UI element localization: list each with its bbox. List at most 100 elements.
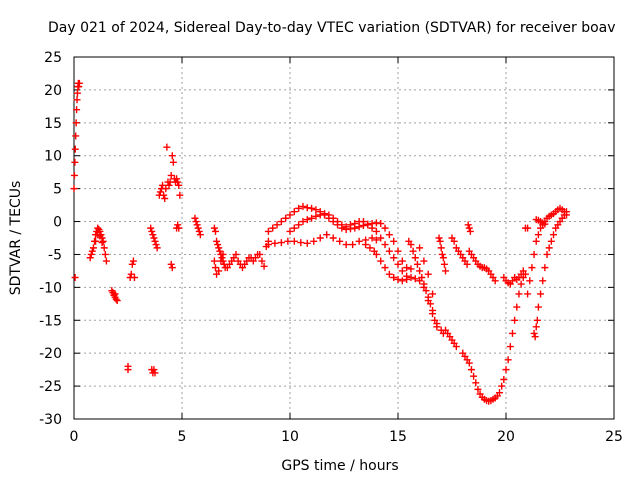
data-point — [196, 231, 204, 239]
data-point — [385, 247, 393, 255]
data-point — [152, 241, 160, 249]
x-tick-label: 15 — [389, 429, 407, 445]
data-point — [217, 257, 225, 265]
data-point — [210, 224, 218, 232]
data-point — [312, 206, 320, 214]
y-tick-labels: -30 -25 -20 -15 -10 -5 0 5 10 15 20 25 — [39, 50, 62, 428]
data-point — [128, 260, 136, 268]
data-point — [310, 237, 318, 245]
y-tick-label: 10 — [44, 149, 62, 165]
data-point — [381, 241, 389, 249]
data-point — [73, 96, 81, 104]
data-point — [273, 221, 281, 229]
data-point — [149, 231, 157, 239]
data-point — [124, 366, 132, 374]
data-point — [528, 264, 536, 272]
data-point — [316, 211, 324, 219]
data-point — [151, 237, 159, 245]
data-point — [390, 273, 398, 281]
data-point — [151, 369, 159, 377]
data-point — [312, 212, 320, 220]
data-point — [524, 224, 532, 232]
data-point — [303, 239, 311, 247]
data-point — [413, 260, 421, 268]
series-segment-21-23 — [524, 204, 570, 341]
data-point — [420, 280, 428, 288]
data-point — [88, 247, 96, 255]
data-point — [403, 264, 411, 272]
data-point — [277, 239, 285, 247]
data-point — [346, 221, 354, 229]
x-tick-labels: 0 5 10 15 20 25 — [70, 429, 623, 445]
data-point — [537, 290, 545, 298]
data-point — [364, 221, 372, 229]
data-point — [530, 329, 538, 337]
data-point — [513, 303, 521, 311]
data-point — [92, 237, 100, 245]
data-point — [70, 185, 78, 193]
data-point — [372, 250, 380, 258]
data-point — [210, 257, 218, 265]
data-point — [264, 241, 272, 249]
data-point — [256, 250, 264, 258]
data-point — [465, 224, 473, 232]
series-segment-15.5-17 — [405, 237, 441, 331]
data-point — [411, 275, 419, 283]
data-point — [299, 218, 307, 226]
data-point — [524, 290, 532, 298]
data-point — [325, 211, 333, 219]
series-segment-5.6-6 — [191, 214, 204, 239]
x-tick-label: 10 — [281, 429, 299, 445]
data-point — [372, 227, 380, 235]
y-tick-label: 0 — [53, 215, 62, 231]
data-point — [73, 89, 81, 97]
data-point — [465, 359, 473, 367]
y-axis-label: SDTVAR / TECUs — [8, 181, 24, 296]
data-point — [424, 293, 432, 301]
data-point — [147, 224, 155, 232]
data-point — [86, 254, 94, 262]
data-point — [439, 254, 447, 262]
data-point — [130, 273, 138, 281]
data-point — [431, 316, 439, 324]
y-tick-label: 25 — [44, 50, 62, 66]
data-point — [515, 290, 523, 298]
data-point — [303, 216, 311, 224]
series-segment-18.5-20 — [465, 247, 499, 285]
data-point — [467, 366, 475, 374]
data-point — [192, 218, 200, 226]
data-point — [381, 264, 389, 272]
y-tick-label: -15 — [39, 313, 62, 329]
data-point — [377, 220, 385, 228]
data-point — [87, 250, 95, 258]
data-point — [543, 250, 551, 258]
data-point — [191, 214, 199, 222]
data-point — [436, 237, 444, 245]
data-point — [508, 329, 516, 337]
series-segment-20-21 — [500, 224, 532, 288]
data-point — [385, 231, 393, 239]
data-point — [541, 220, 549, 228]
data-point — [98, 239, 106, 247]
data-point — [474, 385, 482, 393]
data-point — [163, 143, 171, 151]
data-point — [534, 231, 542, 239]
data-point — [504, 356, 512, 364]
data-point — [407, 273, 415, 281]
y-tick-label: 15 — [44, 116, 62, 132]
data-point — [351, 220, 359, 228]
series-segment-0.7-1.6 — [86, 224, 110, 265]
series-middle-curve-10-16 — [286, 210, 447, 337]
data-point — [438, 250, 446, 258]
data-point — [282, 214, 290, 222]
data-point — [511, 316, 519, 324]
data-point — [372, 236, 380, 244]
x-tick-label: 20 — [497, 429, 515, 445]
series-lower-curve-9-14 — [264, 231, 380, 249]
data-point — [295, 204, 303, 212]
series-segment-2.5 — [124, 257, 138, 374]
data-point — [102, 257, 110, 265]
data-point — [342, 223, 350, 231]
data-point — [159, 181, 167, 189]
